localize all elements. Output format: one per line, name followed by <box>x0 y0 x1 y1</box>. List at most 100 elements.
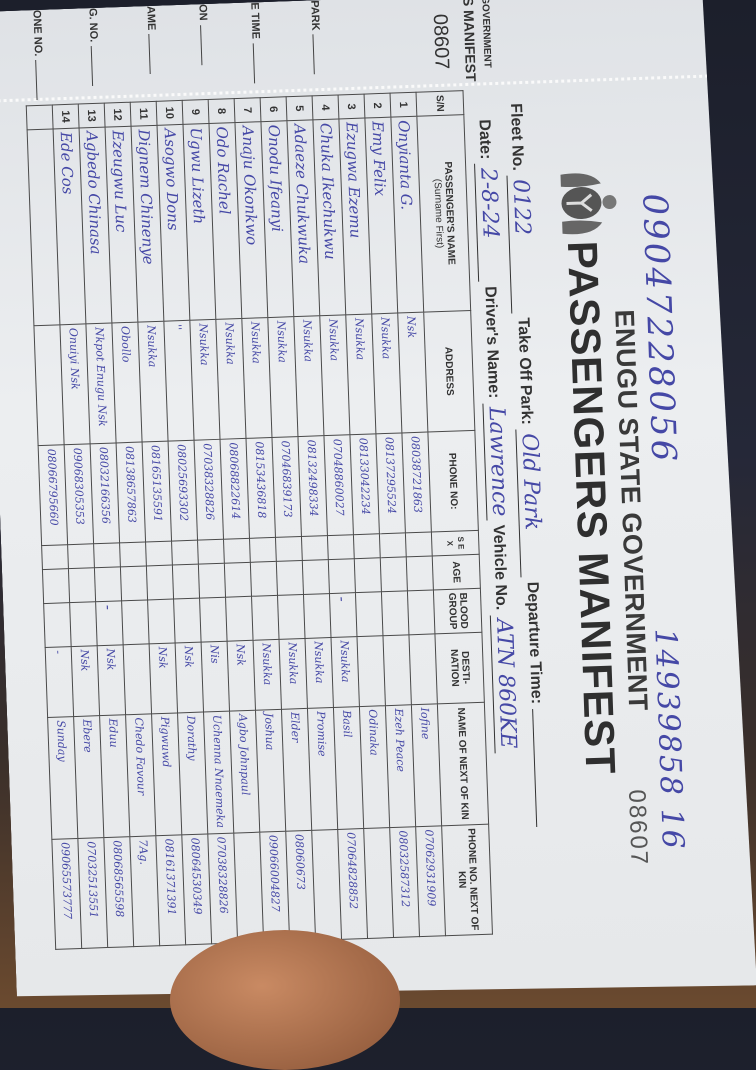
blood-cell <box>174 598 202 643</box>
handwritten-number: 14939858 16 <box>647 627 691 852</box>
kin-name-cell: Chedo Favour <box>126 714 156 837</box>
sex-cell <box>120 542 147 567</box>
phone-cell: 08165135591 <box>142 441 171 542</box>
blood-cell <box>44 603 72 648</box>
serial-cell: 8 <box>208 99 235 124</box>
sex-cell <box>94 543 121 568</box>
vehicle-value[interactable]: ATN 860KE <box>490 614 521 753</box>
blood-cell <box>70 602 98 647</box>
kin-name-cell: Joshua <box>255 709 285 832</box>
age-cell <box>42 569 69 604</box>
sex-cell <box>68 544 95 569</box>
address-cell: Nsk <box>398 312 428 433</box>
kin-phone-cell: 07032513551 <box>78 837 108 948</box>
serial-cell: 2 <box>364 93 391 118</box>
age-cell <box>406 556 433 591</box>
age-cell <box>354 558 381 593</box>
serial-cell: 3 <box>338 94 365 119</box>
age-cell <box>380 557 407 592</box>
departure-label: Departure Time: <box>523 581 545 705</box>
stub-label-park: PARK <box>308 0 323 75</box>
age-cell <box>68 568 95 603</box>
address-cell: Nsukka <box>242 318 272 439</box>
destination-cell: Nis <box>201 641 229 712</box>
blood-cell <box>355 592 383 637</box>
header-destination: DESTI- NATION <box>435 632 484 704</box>
phone-cell: 08138657863 <box>116 442 145 543</box>
age-cell <box>120 566 147 601</box>
stub-label-time: E TIME <box>248 2 263 83</box>
phone-cell: 07038328826 <box>194 439 223 540</box>
kin-name-cell: Uchenna Nnaemeka <box>204 711 234 834</box>
sex-cell <box>275 537 302 562</box>
kin-name-cell: Ebere <box>74 715 104 838</box>
phone-cell: 08038721863 <box>402 432 431 533</box>
kin-phone-cell: 08064530349 <box>182 834 212 945</box>
blood-cell: - <box>329 593 357 638</box>
destination-cell: Nsk <box>227 640 255 711</box>
stub-label-phone-no: ONE NO. <box>30 10 45 101</box>
phone-cell: 08025693302 <box>168 440 197 541</box>
coat-of-arms-icon <box>550 165 623 242</box>
serial-cell: 6 <box>260 97 287 122</box>
fleet-value[interactable]: 0122 <box>506 175 537 314</box>
serial-cell: 11 <box>130 101 157 126</box>
departure-value[interactable] <box>532 709 537 827</box>
phone-cell: 08137295524 <box>376 433 405 534</box>
serial-cell <box>26 105 53 130</box>
destination-cell: Nsukka <box>253 639 281 710</box>
kin-name-cell: Sunday <box>48 716 78 839</box>
kin-phone-cell: 08068565598 <box>104 836 134 947</box>
phone-cell: 07046839173 <box>272 437 301 538</box>
destination-cell: - <box>45 646 73 717</box>
address-cell <box>34 325 64 446</box>
age-cell <box>302 560 329 595</box>
address-cell: Nsukka <box>320 315 350 436</box>
blood-cell <box>226 596 254 641</box>
blood-cell <box>252 595 280 640</box>
sex-cell <box>327 535 354 560</box>
destination-cell <box>123 644 151 715</box>
sex-cell <box>379 533 406 558</box>
phone-cell: 08032166356 <box>90 443 119 544</box>
address-cell: Nsukka <box>216 318 246 439</box>
kin-phone-cell: 07064828852 <box>338 828 368 939</box>
date-label: Date: <box>475 119 494 160</box>
phone-cell: 09068305353 <box>64 444 93 545</box>
serial-cell: 7 <box>234 98 261 123</box>
address-cell: Nsukka <box>372 313 402 434</box>
header-address: ADDRESS <box>424 310 475 432</box>
destination-cell <box>383 634 411 705</box>
address-cell: Nsukka <box>268 317 298 438</box>
serial-cell: 9 <box>182 100 209 125</box>
sex-cell <box>249 537 276 562</box>
phone-cell: 08066795660 <box>38 445 67 546</box>
phone-cell: 08068822614 <box>220 438 249 539</box>
header-phone: PHONE NO: <box>428 430 478 532</box>
kin-phone-cell: 07038328826 <box>208 833 238 944</box>
date-value[interactable]: 2-8-24 <box>474 163 504 282</box>
kin-phone-cell: 07062931909 <box>416 825 446 936</box>
kin-name-cell: Agbo Johnpaul <box>229 710 259 833</box>
destination-cell: Nsk <box>175 642 203 713</box>
blood-cell <box>200 597 228 642</box>
kin-phone-cell <box>312 829 342 940</box>
header-blood-group: BLOOD GROUP <box>433 588 481 633</box>
blood-cell <box>407 590 435 635</box>
kin-name-cell: Odinaka <box>359 705 389 828</box>
driver-value[interactable]: Lawrence <box>482 402 512 520</box>
kin-phone-cell <box>364 827 394 938</box>
kin-phone-cell: 09065573777 <box>52 838 82 949</box>
stub-government: GOVERNMENT <box>479 0 493 69</box>
takeoff-value[interactable]: Old Park <box>515 429 546 578</box>
header-kin-phone: PHONE NO. NEXT OF KIN <box>442 824 493 936</box>
kin-name-cell: Promise <box>307 707 337 830</box>
address-cell: '' <box>164 320 194 441</box>
address-cell: Nsukka <box>294 316 324 437</box>
finger <box>170 930 400 1070</box>
kin-phone-cell: 08060673 <box>286 830 316 941</box>
age-cell <box>146 565 173 600</box>
kin-name-cell: Iofine <box>411 704 441 827</box>
destination-cell: Nsk <box>71 645 99 716</box>
blood-cell <box>381 591 409 636</box>
